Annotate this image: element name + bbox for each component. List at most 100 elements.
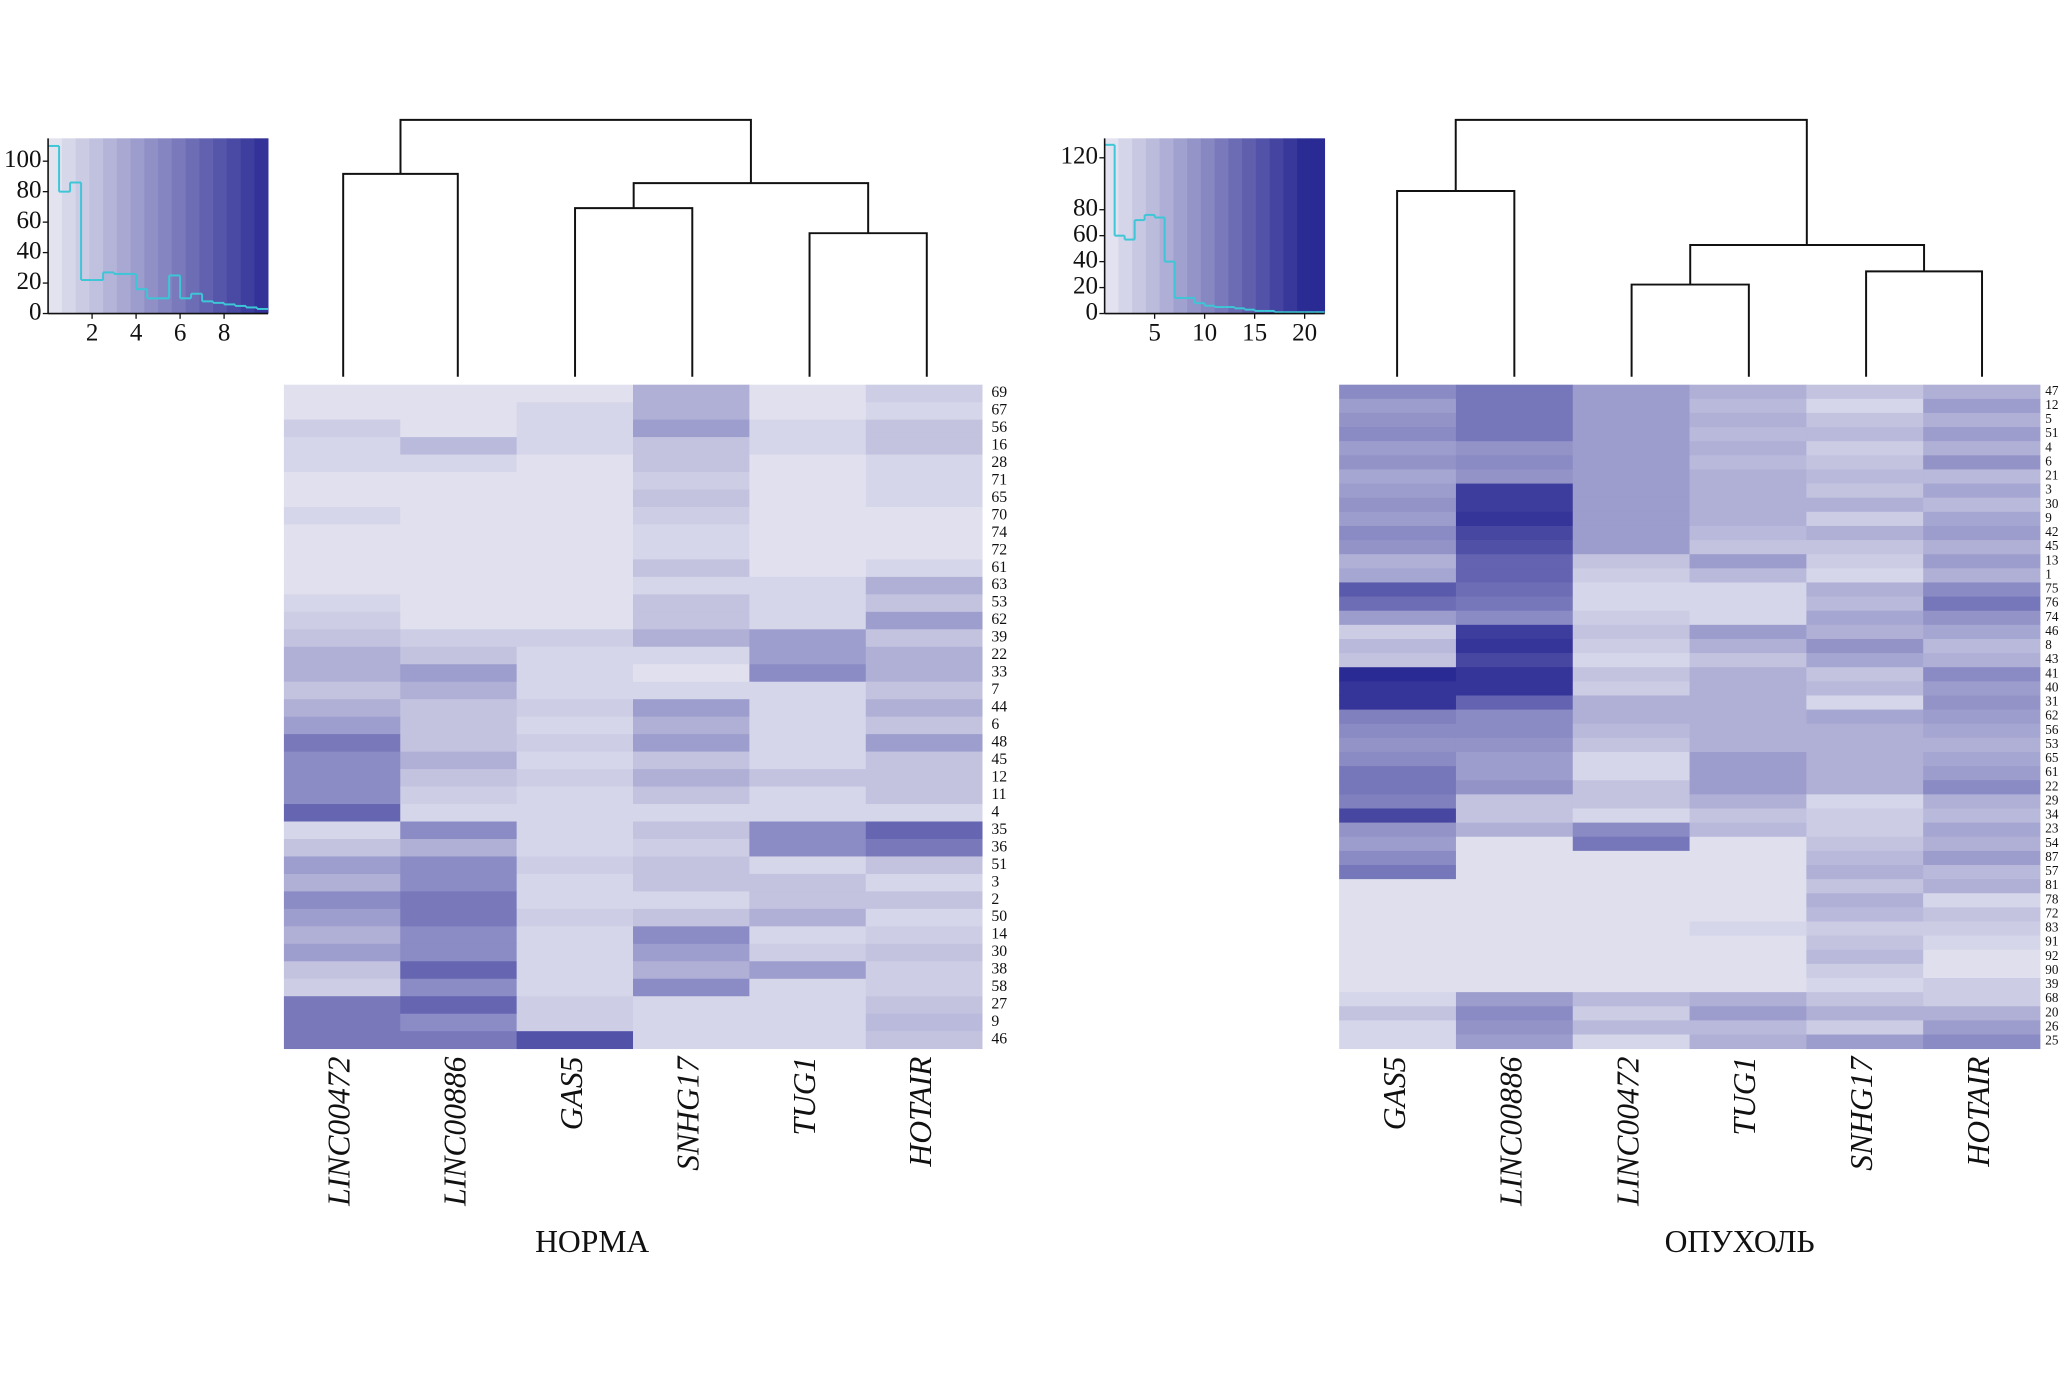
row-label: 90: [2045, 962, 2059, 977]
heatmap-cell: [1339, 455, 1457, 470]
heatmap-cell: [1339, 808, 1457, 824]
row-label: 1: [2045, 566, 2052, 581]
row-label: 30: [2045, 496, 2059, 511]
heatmap-cell: [1923, 695, 2041, 710]
heatmap-cell: [865, 437, 983, 455]
heatmap-cell: [1572, 737, 1690, 753]
heatmap-cell: [1339, 610, 1457, 626]
key-color: [1118, 138, 1133, 314]
heatmap-cell: [1572, 497, 1690, 513]
heatmap-cell: [633, 437, 750, 455]
heatmap-cell: [1806, 780, 1924, 795]
row-label: 22: [2045, 778, 2058, 793]
heatmap-cell: [400, 559, 518, 578]
heatmap-cell: [1572, 681, 1690, 696]
heatmap-cell: [633, 472, 750, 490]
heatmap-cell: [400, 384, 518, 403]
heatmap-cell: [1806, 497, 1924, 513]
heatmap-cell: [865, 856, 983, 875]
heatmap-cell: [1572, 723, 1690, 739]
heatmap-cell: [283, 699, 401, 718]
heatmap-cell: [516, 856, 634, 875]
heatmap-cell: [749, 576, 867, 595]
heatmap-cell: [400, 541, 518, 560]
heatmap-cell: [1806, 978, 1924, 993]
heatmap-cell: [749, 838, 867, 857]
heatmap-cell: [749, 384, 867, 403]
heatmap-cell: [1455, 879, 1574, 894]
heatmap-cell: [1339, 794, 1457, 809]
heatmap-cell: [865, 489, 983, 508]
heatmap-cell: [516, 506, 634, 525]
heatmap-cell: [283, 629, 401, 648]
heatmap-cell: [633, 384, 750, 403]
heatmap-cell: [749, 978, 867, 997]
heatmap-cell: [1572, 469, 1690, 484]
heatmap-cell: [400, 908, 518, 927]
x-tick-label: 4: [130, 319, 143, 346]
heatmap-cell: [1455, 455, 1574, 470]
heatmap-cell: [1572, 751, 1690, 767]
heatmap-cell: [1572, 1034, 1690, 1050]
heatmap-cell: [1923, 850, 2041, 866]
heatmap-cell: [1923, 992, 2041, 1007]
heatmap-cell: [516, 978, 634, 997]
heatmap-cell: [865, 1013, 983, 1032]
heatmap-cell: [865, 978, 983, 997]
heatmap-cell: [400, 524, 518, 543]
heatmap-cell: [749, 961, 867, 980]
heatmap-cell: [516, 576, 634, 595]
heatmap-cell: [400, 978, 518, 997]
heatmap-cell: [633, 908, 750, 927]
heatmap-cell: [1689, 723, 1807, 739]
heatmap-cell: [1455, 893, 1574, 908]
heatmap-cell: [1689, 653, 1807, 668]
row-label: 54: [2045, 835, 2059, 850]
heatmap-cell: [749, 402, 867, 421]
heatmap-cell: [749, 664, 867, 683]
heatmap-cell: [1806, 412, 1924, 428]
heatmap-cell: [400, 419, 518, 438]
heatmap-cell: [1455, 1034, 1574, 1050]
heatmap-cell: [1806, 935, 1924, 951]
row-label: 50: [991, 908, 1007, 925]
heatmap-cell: [1339, 1034, 1457, 1050]
heatmap-cell: [400, 891, 518, 910]
row-label: 45: [991, 751, 1007, 768]
heatmap-cell: [400, 594, 518, 613]
heatmap-cell: [516, 437, 634, 455]
column-label: LINC00472: [1610, 1056, 1645, 1206]
heatmap-cell: [1689, 751, 1807, 767]
heatmap-cell: [1455, 1020, 1574, 1035]
heatmap-cell: [1689, 540, 1807, 555]
heatmap-cell: [1572, 554, 1690, 569]
column-label: SNHG17: [1844, 1055, 1879, 1170]
x-tick-label: 8: [218, 319, 231, 346]
heatmap-cell: [749, 472, 867, 490]
heatmap-cell: [865, 594, 983, 613]
heatmap-cell: [516, 734, 634, 753]
heatmap-cell: [1806, 653, 1924, 668]
heatmap-cell: [1339, 469, 1457, 484]
heatmap-cell: [633, 943, 750, 962]
heatmap-cell: [1806, 398, 1924, 414]
heatmap-cell: [1339, 780, 1457, 795]
heatmap-cell: [516, 1013, 634, 1032]
heatmap-cell: [1455, 427, 1574, 442]
heatmap-cell: [283, 664, 401, 683]
heatmap-cell: [283, 716, 401, 735]
y-tick-label: 20: [1073, 272, 1098, 299]
heatmap-cell: [1455, 935, 1574, 951]
heatmap-cell: [865, 821, 983, 840]
row-label: 58: [991, 978, 1007, 995]
heatmap-cell: [1572, 1006, 1690, 1021]
heatmap-cell: [1806, 737, 1924, 753]
heatmap-cell: [516, 751, 634, 770]
heatmap-cell: [283, 838, 401, 857]
heatmap-cell: [1339, 893, 1457, 908]
heatmap-cell: [1806, 850, 1924, 866]
panel-title: ОПУХОЛЬ: [1665, 1224, 1815, 1259]
heatmap-cell: [1689, 808, 1807, 824]
heatmap-cell: [633, 838, 750, 857]
heatmap-cell: [1689, 497, 1807, 513]
